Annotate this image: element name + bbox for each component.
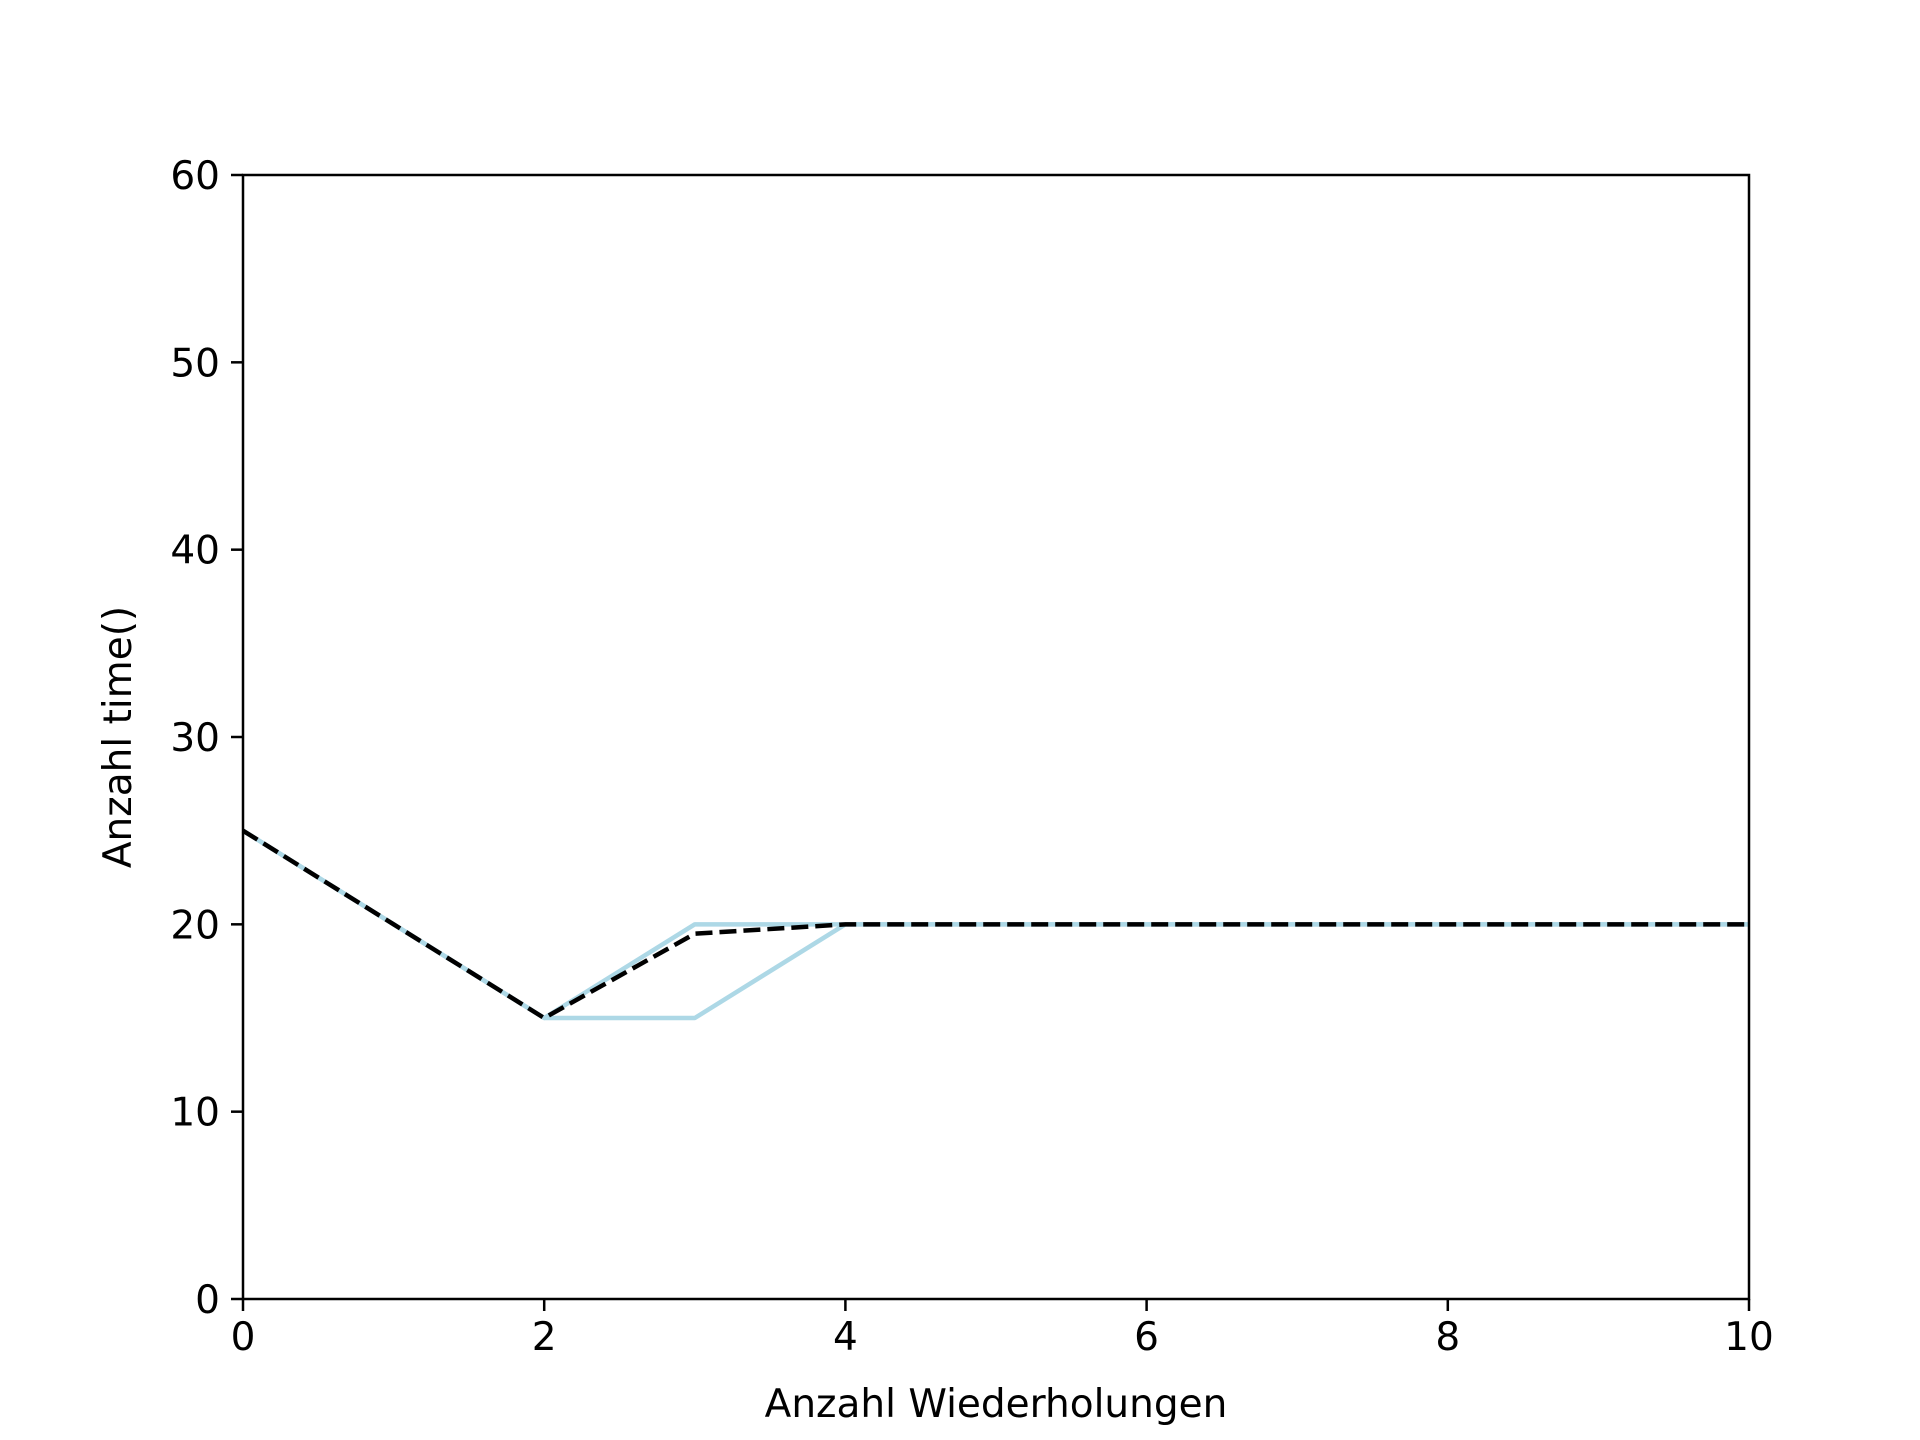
y-tick-label: 40	[170, 529, 220, 574]
y-axis-label: Anzahl time()	[96, 606, 141, 868]
series-layer	[241, 828, 1749, 1021]
y-tick-label: 0	[195, 1278, 220, 1323]
series-line-3	[241, 828, 1749, 1021]
x-axis-ticks: 0 2 4 6 8 10	[231, 1299, 1774, 1360]
y-tick-label: 60	[170, 154, 220, 199]
y-axis-ticks: 0 10 20 30 40 50 60	[170, 154, 243, 1323]
y-tick-label: 30	[170, 716, 220, 761]
x-tick-label: 2	[532, 1315, 557, 1360]
x-tick-label: 8	[1435, 1315, 1460, 1360]
x-tick-label: 6	[1134, 1315, 1159, 1360]
x-tick-label: 10	[1724, 1315, 1774, 1360]
x-axis-label: Anzahl Wiederholungen	[765, 1382, 1228, 1427]
x-tick-label: 0	[231, 1315, 256, 1360]
y-tick-label: 50	[170, 341, 220, 386]
y-tick-label: 10	[170, 1091, 220, 1136]
y-tick-label: 20	[170, 903, 220, 948]
x-tick-label: 4	[833, 1315, 858, 1360]
